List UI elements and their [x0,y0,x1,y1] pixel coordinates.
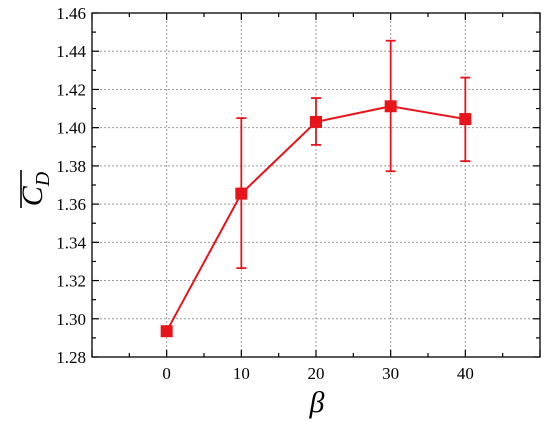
y-tick-label: 1.32 [56,272,86,291]
data-point [459,113,472,126]
y-tick-label: 1.46 [56,4,86,23]
axis-ticks [91,12,541,358]
y-tick-label: 1.28 [56,348,86,367]
x-tick-label: 30 [382,364,399,383]
y-tick-label: 1.42 [56,80,86,99]
y-axis-title-main: C [16,185,49,206]
x-tick-label: 0 [162,364,171,383]
data-point [235,187,248,200]
y-tick-label: 1.40 [56,119,86,138]
data-point [160,325,173,338]
y-tick-label: 1.44 [56,42,86,61]
y-tick-label: 1.34 [56,233,86,252]
x-tick-labels: 0 10 20 30 40 [162,364,473,383]
svg-text:CD: CD [16,171,54,206]
y-tick-labels: 1.28 1.30 1.32 1.34 1.36 1.38 1.40 1.42 1.44 1.46 [56,4,86,367]
x-tick-label: 40 [457,364,474,383]
y-tick-label: 1.30 [56,310,86,329]
y-tick-label: 1.36 [56,195,86,214]
y-tick-label: 1.38 [56,157,86,176]
data-point [310,115,322,128]
data-point [384,100,397,113]
series-layer [160,39,472,338]
y-axis-title-subscript: D [32,171,54,187]
x-tick-label: 20 [308,364,325,383]
y-axis-title: CD [16,170,54,208]
x-axis-title: β [309,386,325,419]
x-tick-label: 10 [233,364,250,383]
grid-lines [92,12,540,358]
